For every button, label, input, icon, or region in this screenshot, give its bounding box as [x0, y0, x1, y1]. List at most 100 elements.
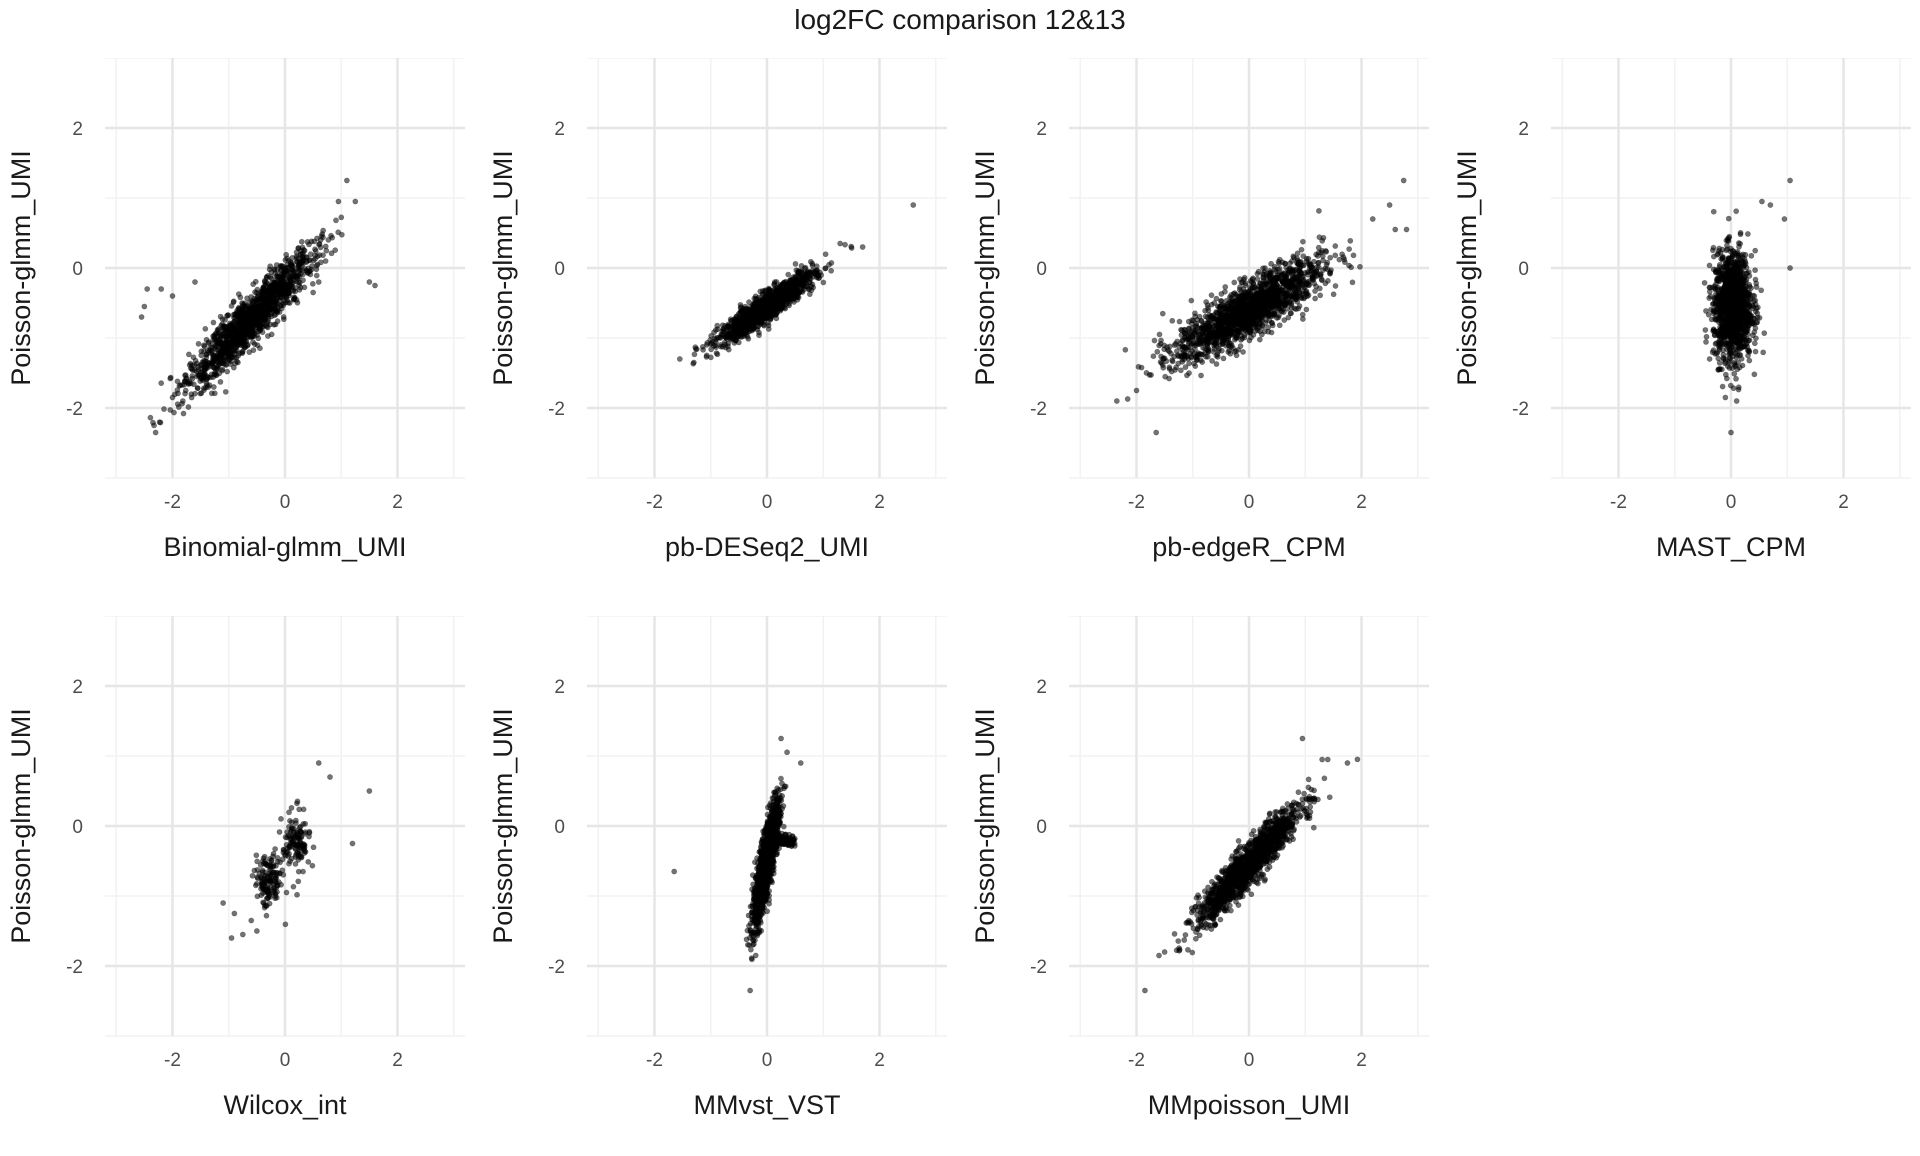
data-point: [198, 378, 203, 383]
data-point: [1234, 293, 1239, 298]
data-point: [251, 348, 256, 353]
data-point: [1762, 331, 1767, 336]
data-point: [709, 347, 714, 352]
data-point: [234, 314, 239, 319]
y-tick-label: -2: [1030, 399, 1047, 420]
data-point: [732, 336, 737, 341]
data-point: [806, 287, 811, 292]
x-tick-label: 0: [1726, 492, 1737, 513]
y-tick-label: 2: [554, 119, 565, 140]
data-point: [212, 391, 217, 396]
data-point: [1325, 278, 1330, 283]
data-point: [1333, 243, 1338, 248]
data-point: [1734, 209, 1739, 214]
y-tick-label: 0: [554, 259, 565, 280]
data-point: [1273, 303, 1278, 308]
data-point: [838, 241, 843, 246]
data-point: [1306, 261, 1311, 266]
data-point: [1229, 304, 1234, 309]
data-point: [1348, 238, 1353, 243]
data-point: [1240, 307, 1245, 312]
x-tick-label: 0: [280, 492, 291, 513]
data-point: [242, 314, 247, 319]
data-point: [344, 178, 349, 183]
data-point: [1328, 255, 1333, 260]
data-point: [1282, 291, 1287, 296]
data-point: [1204, 299, 1209, 304]
data-point: [170, 395, 175, 400]
data-point: [284, 252, 289, 257]
data-point: [766, 313, 771, 318]
points: [1114, 178, 1409, 435]
y-tick-label: 0: [72, 259, 83, 280]
x-tick-label: -2: [646, 492, 663, 513]
data-point: [1205, 354, 1210, 359]
data-point: [1282, 261, 1287, 266]
data-point: [1278, 299, 1283, 304]
data-point: [1299, 282, 1304, 287]
data-point: [273, 322, 278, 327]
data-point: [745, 320, 750, 325]
data-point: [849, 245, 854, 250]
data-point: [1237, 285, 1242, 290]
data-point: [211, 333, 216, 338]
data-point: [255, 343, 260, 348]
data-point: [194, 361, 199, 366]
data-point: [1274, 282, 1279, 287]
data-point: [709, 341, 714, 346]
data-point: [1176, 361, 1181, 366]
data-point: [1229, 292, 1234, 297]
data-point: [1186, 326, 1191, 331]
data-point: [1732, 371, 1737, 376]
x-axis-title: pb-DESeq2_UMI: [665, 532, 869, 562]
data-point: [1299, 274, 1304, 279]
data-point: [786, 272, 791, 277]
data-point: [794, 286, 799, 291]
data-point: [810, 261, 815, 266]
data-point: [1206, 324, 1211, 329]
data-point: [1357, 264, 1362, 269]
data-point: [1237, 298, 1242, 303]
data-point: [300, 278, 305, 283]
data-point: [720, 323, 725, 328]
data-point: [1172, 367, 1177, 372]
data-point: [170, 293, 175, 298]
data-point: [753, 294, 758, 299]
data-point: [288, 260, 293, 265]
data-point: [1178, 368, 1183, 373]
data-point: [693, 345, 698, 350]
data-point: [752, 304, 757, 309]
data-point: [291, 297, 296, 302]
data-point: [183, 388, 188, 393]
data-point: [1188, 354, 1193, 359]
data-point: [314, 273, 319, 278]
data-point: [1187, 340, 1192, 345]
data-point: [1221, 356, 1226, 361]
data-point: [821, 280, 826, 285]
data-point: [312, 239, 317, 244]
data-point: [1125, 396, 1130, 401]
data-point: [302, 266, 307, 271]
data-point: [1707, 295, 1712, 300]
data-point: [823, 266, 828, 271]
data-point: [218, 314, 223, 319]
y-tick-label: -2: [548, 399, 565, 420]
data-point: [1237, 276, 1242, 281]
y-axis-title: Poisson-glmm_UMI: [488, 150, 518, 386]
data-point: [323, 244, 328, 249]
data-point: [1167, 365, 1172, 370]
data-point: [1340, 252, 1345, 257]
data-point: [280, 264, 285, 269]
data-point: [1310, 274, 1315, 279]
data-point: [1346, 263, 1351, 268]
data-point: [784, 289, 789, 294]
data-point: [737, 315, 742, 320]
data-point: [195, 372, 200, 377]
data-point: [1289, 258, 1294, 263]
data-point: [829, 268, 834, 273]
data-point: [239, 309, 244, 314]
data-point: [1350, 280, 1355, 285]
data-point: [800, 276, 805, 281]
data-point: [196, 341, 201, 346]
